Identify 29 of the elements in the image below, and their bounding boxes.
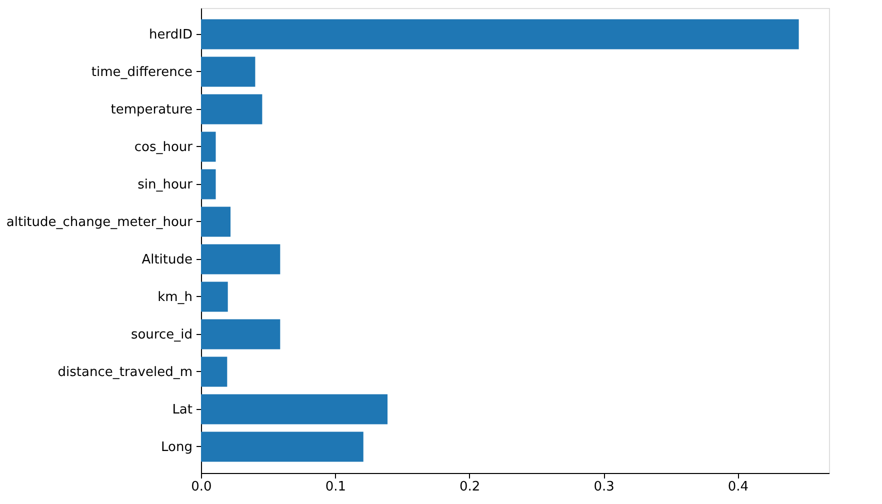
y-tick-label: time_difference	[91, 64, 192, 80]
y-tick-label: sin_hour	[138, 177, 194, 192]
y-tick-label: Altitude	[142, 252, 192, 268]
x-tick-label: 0.2	[460, 480, 480, 494]
bar	[201, 394, 388, 424]
y-tick-label: distance_traveled_m	[58, 364, 192, 380]
bar	[201, 94, 262, 124]
x-tick-label: 0.0	[191, 480, 212, 494]
bar	[201, 169, 216, 200]
bar	[201, 244, 280, 274]
y-tick-label: herdID	[149, 27, 192, 42]
bar	[201, 356, 228, 387]
bar	[201, 132, 216, 162]
y-tick-label: Long	[161, 440, 192, 455]
bar	[201, 282, 228, 312]
x-tick-label: 0.3	[594, 480, 614, 494]
y-tick-label: temperature	[110, 102, 192, 118]
bar	[201, 206, 231, 237]
y-tick-label: source_id	[130, 327, 192, 342]
bar	[201, 432, 364, 462]
bar	[201, 19, 799, 50]
y-tick-label: cos_hour	[134, 140, 194, 155]
bar	[201, 319, 280, 350]
y-tick-label: Lat	[172, 402, 192, 418]
x-tick-label: 0.4	[728, 480, 749, 494]
x-tick-label: 0.1	[325, 480, 346, 494]
y-tick-label: altitude_change_meter_hour	[6, 214, 194, 230]
y-tick-label: km_h	[158, 290, 192, 305]
bar	[201, 56, 256, 87]
